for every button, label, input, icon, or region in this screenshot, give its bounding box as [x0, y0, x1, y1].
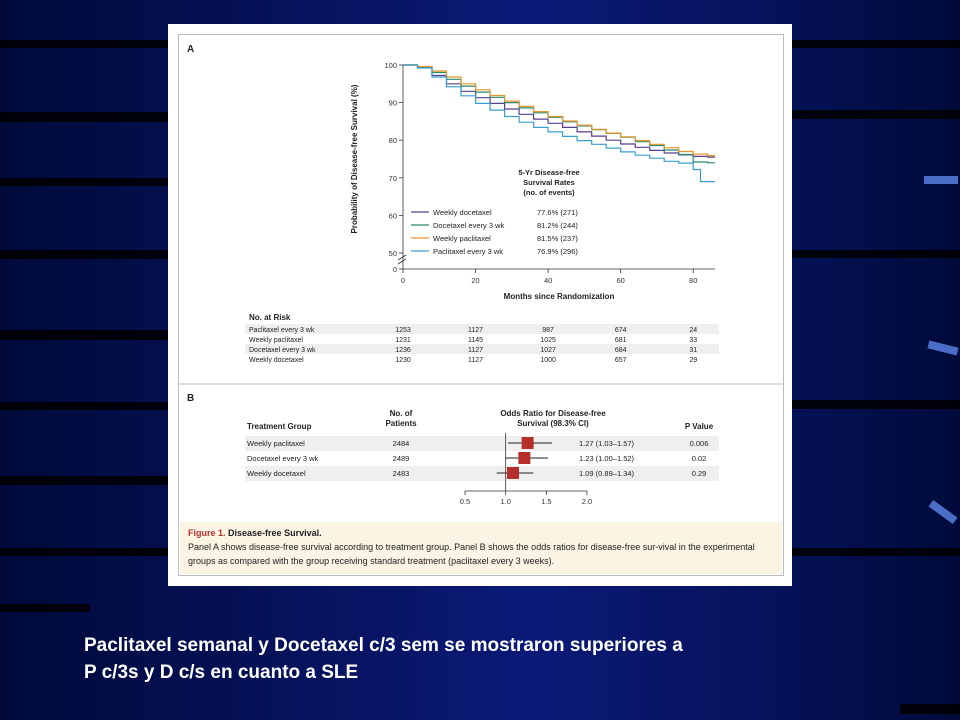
legend-title-line: 5-Yr Disease-free	[518, 168, 579, 177]
forest-row-or-text: 1.27 (1.03–1.57)	[579, 439, 635, 448]
caption-label: Figure 1.	[188, 528, 226, 538]
at-risk-value: 684	[615, 347, 627, 354]
at-risk-value: 1127	[468, 357, 483, 364]
forest-x-tick-label: 2.0	[582, 497, 592, 506]
col-header-group: Treatment Group	[247, 422, 312, 431]
y-tick-label: 0	[393, 265, 397, 274]
figure-card: A 50 60 70 80 90 100 0 0 20 40 60 80 Months since Ran…	[168, 24, 792, 586]
series-line	[403, 64, 715, 183]
forest-row-or-text: 1.09 (0.89–1.34)	[579, 469, 635, 478]
at-risk-row-label: Paclitaxel every 3 wk	[249, 327, 315, 334]
x-axis-label: Months since Randomization	[504, 292, 615, 301]
panel-b-label: B	[187, 393, 194, 404]
at-risk-value: 1127	[468, 347, 483, 354]
caption-text: Panel A shows disease-free survival acco…	[188, 542, 755, 566]
at-risk-value: 987	[542, 327, 554, 334]
y-tick-label: 90	[389, 99, 397, 108]
at-risk-value: 657	[615, 357, 627, 364]
forest-row-or-text: 1.23 (1.00–1.52)	[579, 454, 635, 463]
col-header-patients: Patients	[385, 419, 417, 428]
forest-point-marker	[518, 452, 531, 464]
at-risk-value: 674	[615, 327, 627, 334]
y-tick-label: 100	[384, 61, 397, 70]
at-risk-row-label: Weekly docetaxel	[249, 357, 304, 364]
at-risk-value: 24	[689, 327, 697, 334]
summary-line-2: P c/3s y D c/s en cuanto a SLE	[84, 662, 359, 683]
figure-frame: A 50 60 70 80 90 100 0 0 20 40 60 80 Months since Ran…	[178, 34, 784, 576]
at-risk-value: 1231	[395, 337, 411, 344]
at-risk-value: 1025	[540, 337, 556, 344]
legend-entry: Docetaxel every 3 wk	[433, 221, 505, 230]
at-risk-value: 1127	[468, 327, 483, 334]
forest-row-bg	[245, 466, 719, 481]
forest-point-marker	[521, 437, 534, 449]
x-tick-label: 80	[689, 276, 697, 285]
at-risk-value: 29	[689, 357, 697, 364]
forest-row-patients: 2483	[393, 469, 410, 478]
x-tick-label: 40	[544, 276, 552, 285]
legend-entry: Paclitaxel every 3 wk	[433, 247, 503, 256]
forest-row-group: Docetaxel every 3 wk	[247, 454, 319, 463]
at-risk-title: No. at Risk	[249, 313, 291, 322]
x-tick-label: 60	[617, 276, 625, 285]
legend-rate: 76.9% (296)	[537, 247, 578, 256]
y-tick-label: 80	[389, 136, 397, 145]
at-risk-value: 1236	[395, 347, 411, 354]
slide-summary: Paclitaxel semanal y Docetaxel c/3 sem s…	[84, 632, 884, 686]
forest-point-marker	[506, 467, 519, 479]
forest-x-tick-label: 1.5	[541, 497, 551, 506]
at-risk-value: 1027	[540, 347, 556, 354]
forest-row-group: Weekly docetaxel	[247, 469, 306, 478]
at-risk-row-bg	[245, 344, 719, 354]
figure-caption: Figure 1. Disease-free Survival. Panel A…	[188, 526, 778, 568]
at-risk-value: 1145	[468, 337, 483, 344]
forest-row-bg	[245, 436, 719, 451]
legend-rate: 77.6% (271)	[537, 208, 578, 217]
col-header-odds-ratio: Survival (98.3% CI)	[517, 419, 589, 428]
y-axis-break-mark	[397, 254, 407, 261]
series-line	[403, 64, 715, 157]
col-header-odds-ratio: Odds Ratio for Disease-free	[500, 409, 606, 418]
panel-a-label: A	[187, 44, 194, 55]
forest-row-p-value: 0.006	[690, 439, 709, 448]
forest-x-tick-label: 1.0	[500, 497, 510, 506]
y-axis-label: Probability of Disease-free Survival (%)	[350, 84, 359, 233]
at-risk-row-label: Docetaxel every 3 wk	[249, 347, 316, 354]
y-tick-label: 70	[389, 174, 397, 183]
forest-x-tick-label: 0.5	[460, 497, 470, 506]
at-risk-value: 31	[689, 347, 697, 354]
at-risk-value: 33	[689, 337, 697, 344]
summary-line-1: Paclitaxel semanal y Docetaxel c/3 sem s…	[84, 635, 683, 656]
legend-rate: 81.2% (244)	[537, 221, 578, 230]
forest-row-patients: 2489	[393, 454, 410, 463]
caption-title: Disease-free Survival.	[228, 528, 322, 538]
at-risk-value: 1253	[395, 327, 411, 334]
col-header-p-value: P Value	[685, 422, 714, 431]
legend-title-line: Survival Rates	[523, 178, 575, 187]
legend-entry: Weekly paclitaxel	[433, 234, 491, 243]
x-tick-label: 20	[471, 276, 479, 285]
x-tick-label: 0	[401, 276, 405, 285]
forest-row-patients: 2484	[393, 439, 410, 448]
at-risk-row-bg	[245, 324, 719, 334]
forest-row-group: Weekly paclitaxel	[247, 439, 305, 448]
at-risk-value: 1230	[395, 357, 411, 364]
y-axis-break-mark	[397, 258, 407, 265]
col-header-patients: No. of	[390, 409, 413, 418]
y-tick-label: 50	[389, 249, 397, 258]
at-risk-value: 1000	[540, 357, 556, 364]
legend-rate: 81.5% (237)	[537, 234, 578, 243]
legend-title-line: (no. of events)	[523, 188, 575, 197]
forest-row-p-value: 0.02	[692, 454, 707, 463]
y-tick-label: 60	[389, 211, 397, 220]
at-risk-value: 681	[615, 337, 627, 344]
caption-box: Figure 1. Disease-free Survival. Panel A…	[180, 522, 782, 574]
legend-entry: Weekly docetaxel	[433, 208, 492, 217]
forest-row-p-value: 0.29	[692, 469, 707, 478]
at-risk-row-label: Weekly paclitaxel	[249, 337, 303, 344]
